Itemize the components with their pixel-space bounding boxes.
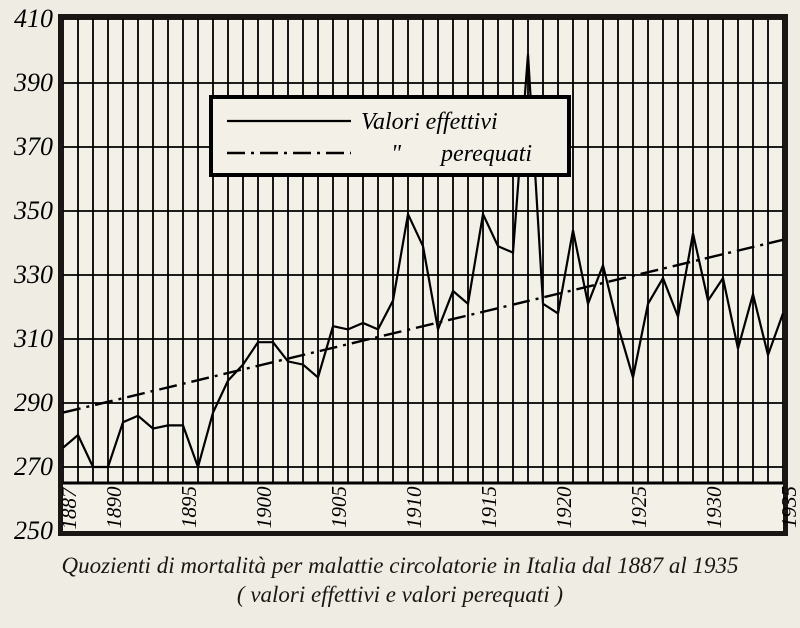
svg-text:1900: 1900: [252, 486, 276, 529]
svg-text:1905: 1905: [327, 486, 351, 528]
line-chart: 250270290310330350370390410 188718901895…: [58, 14, 788, 536]
svg-text:1925: 1925: [627, 486, 651, 528]
y-axis-labels: 250 270 290 310 330 350 370 390 410: [13, 4, 53, 545]
svg-text:370: 370: [13, 132, 53, 161]
svg-text:1935: 1935: [777, 486, 800, 528]
chart-caption: Quozienti di mortalità per malattie circ…: [0, 552, 800, 610]
legend-ditto-icon: ": [391, 141, 402, 167]
svg-text:1920: 1920: [552, 486, 576, 529]
svg-text:1910: 1910: [402, 486, 426, 529]
svg-text:1895: 1895: [177, 486, 201, 528]
figure-container: 250 270 290 310 330 350 370 390 410 1887 1890 1895…: [0, 0, 800, 628]
chart-legend: Valori effettivi " perequati: [211, 97, 569, 175]
caption-line-2: ( valori effettivi e valori perequati ): [237, 582, 563, 607]
svg-text:390: 390: [13, 68, 53, 97]
svg-text:1890: 1890: [102, 486, 126, 529]
legend-label-perequati: perequati: [439, 141, 532, 167]
svg-text:330: 330: [13, 260, 53, 289]
svg-text:410: 410: [14, 4, 53, 33]
svg-text:310: 310: [13, 324, 53, 353]
caption-line-1: Quozienti di mortalità per malattie circ…: [62, 553, 739, 578]
x-axis-labels: 1887 1890 1895 1900 1905 1910 1915 1920 1925 1930…: [57, 486, 800, 530]
svg-text:1887: 1887: [57, 486, 81, 530]
svg-text:1930: 1930: [702, 486, 726, 529]
legend-label-effettivi: Valori effettivi: [361, 109, 498, 135]
svg-text:270: 270: [14, 452, 53, 481]
svg-text:1915: 1915: [477, 486, 501, 528]
svg-text:250: 250: [14, 516, 53, 545]
svg-text:350: 350: [13, 196, 53, 225]
svg-text:290: 290: [14, 388, 53, 417]
